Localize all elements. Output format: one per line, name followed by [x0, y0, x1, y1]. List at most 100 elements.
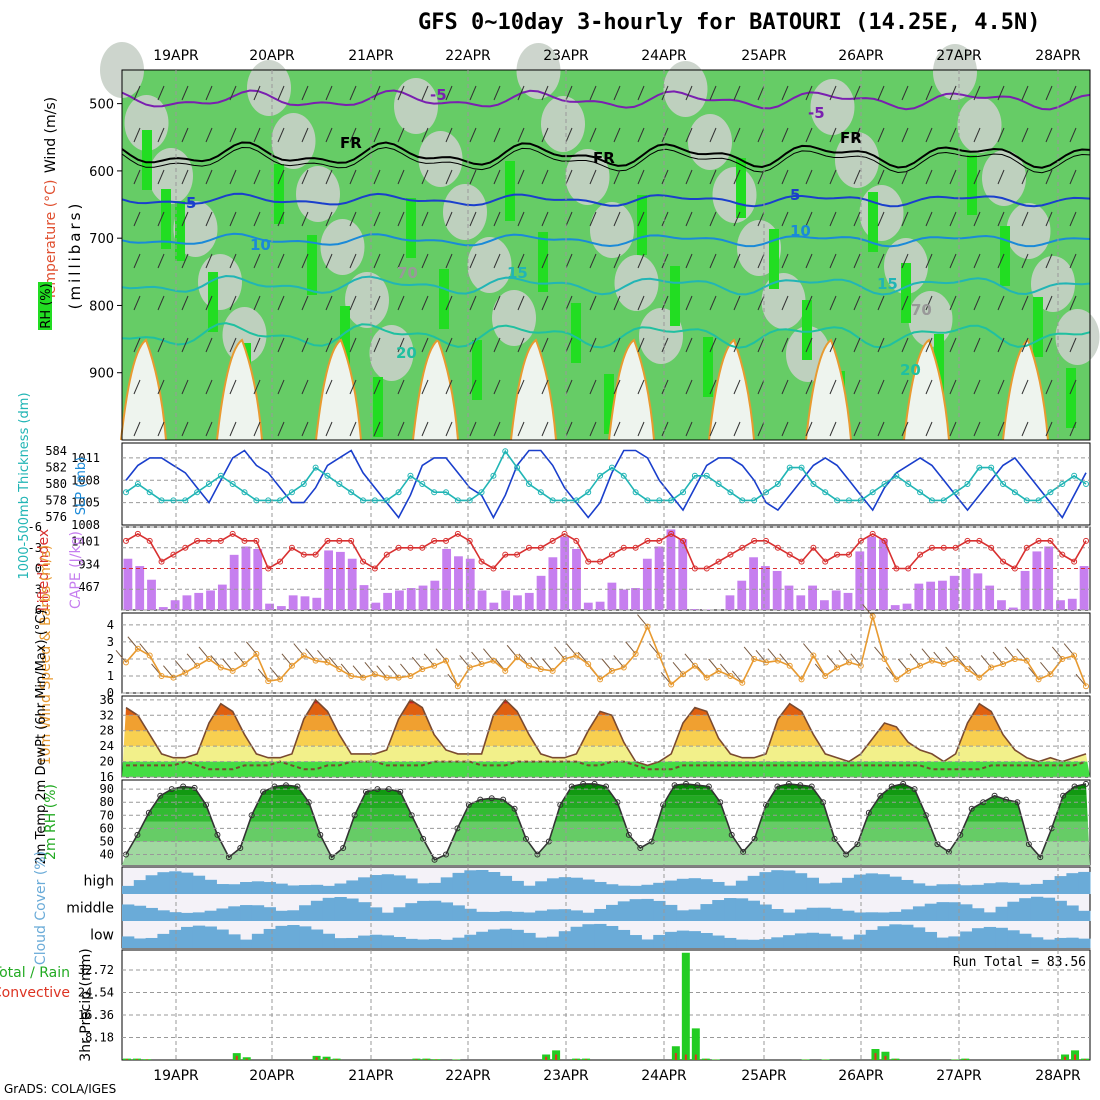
cloud-bar: [405, 903, 418, 921]
cape-bar: [855, 551, 865, 610]
y-tick-label: 576: [45, 510, 67, 524]
wind-barb: [277, 85, 285, 101]
lifted-index-line-point: [905, 565, 912, 572]
wind-barb: [805, 127, 813, 143]
cloud-bar: [358, 935, 371, 948]
wind-barb: [805, 169, 813, 185]
wind-barb: [757, 169, 765, 185]
cloud-bar: [310, 884, 324, 894]
lifted-index-line-point: [715, 558, 722, 565]
wind-barb: [805, 85, 813, 101]
cloud-bar: [181, 912, 194, 921]
dewpoint-line: [126, 760, 1087, 771]
lifted-index-line-point: [585, 558, 592, 565]
lifted-index-line-point: [253, 537, 260, 544]
thickness-line-point: [443, 489, 449, 496]
lifted-index-line-point: [288, 544, 295, 551]
cloud-bar: [310, 929, 324, 948]
thickness-line-point: [905, 481, 912, 487]
wind-barb: [373, 295, 381, 311]
rh-dry-patch: [271, 113, 316, 169]
cloud-bar: [322, 933, 335, 948]
wind-speed-line-point: [360, 674, 367, 681]
wind-barb: [277, 211, 285, 227]
cloud-bar: [358, 902, 371, 921]
wind-barb: [853, 295, 861, 311]
wind-barb: [637, 295, 645, 311]
cloud-bar: [665, 880, 678, 894]
wind-barb: [1069, 85, 1077, 101]
wind-speed-line-point: [490, 657, 497, 664]
wind-barb: [181, 253, 189, 269]
wind-barb: [613, 169, 621, 185]
cloud-bar: [865, 873, 879, 894]
wind-barb: [805, 379, 813, 395]
panel-frame-wind: [121, 612, 1091, 694]
wind-barb: [685, 85, 693, 101]
y-tick-label: 16: [100, 770, 114, 784]
thickness-line-point: [608, 464, 615, 471]
rh-dry-patch: [957, 97, 1002, 153]
cloud-bar: [476, 869, 489, 894]
wind-barb: [829, 211, 837, 227]
wind-barb: [445, 421, 453, 437]
cloud-bar: [983, 912, 997, 921]
rh-line-point: [237, 845, 244, 851]
thickness-line-point: [727, 489, 734, 496]
contour-label: FR: [340, 134, 362, 152]
wind-barb: [973, 337, 981, 353]
wind-barb: [589, 211, 597, 227]
wind-speed-line-point: [668, 681, 675, 688]
lifted-index-line-point: [277, 558, 284, 565]
wind-barb: [901, 211, 909, 227]
cloud-bar: [617, 885, 631, 894]
cloud-bar: [665, 931, 678, 948]
cape-bar: [808, 585, 817, 610]
lifted-index-line-point: [608, 551, 615, 558]
wind-barb: [349, 421, 357, 437]
wind-speed-line-point: [739, 679, 746, 686]
wind-barb: [1045, 379, 1053, 395]
cloud-bar: [535, 937, 548, 948]
cloud-bar: [830, 882, 843, 894]
wind-barb: [301, 421, 309, 437]
wind-barb: [469, 421, 477, 437]
cloud-bar: [334, 883, 347, 894]
thickness-line-point: [751, 497, 758, 504]
wind-barb: [565, 379, 573, 395]
wind-speed-line-point: [1083, 683, 1089, 690]
wind-barb: [277, 253, 285, 269]
wind-barb: [925, 85, 933, 101]
cloud-bar: [688, 878, 701, 894]
cloud-bar: [204, 910, 217, 921]
cloud-bar: [558, 877, 572, 894]
cloud-bar: [157, 872, 170, 894]
cloud-bar: [1007, 930, 1020, 948]
thickness-line-point: [691, 472, 698, 479]
wind-barb: [445, 253, 453, 269]
lifted-index-line-point: [194, 537, 201, 544]
cape-bar: [359, 585, 369, 610]
wind-barb: [157, 85, 165, 101]
cape-bar: [619, 589, 629, 610]
lifted-index-line-point: [680, 537, 687, 544]
cloud-bar: [546, 909, 560, 921]
cloud-bar: [889, 924, 902, 948]
wind-barb: [517, 295, 525, 311]
wind-speed-line-point: [727, 672, 734, 679]
cloud-bar: [1078, 871, 1091, 894]
wind-speed-line-point: [786, 662, 793, 669]
wind-barb: [1069, 379, 1077, 395]
cape-bar: [489, 602, 499, 610]
wind-barb: [1045, 421, 1053, 437]
wind-barb: [229, 211, 237, 227]
cloud-bar: [523, 932, 536, 948]
cape-bar: [595, 601, 605, 610]
wind-barb: [685, 127, 693, 143]
cloud-bar: [960, 904, 973, 921]
cloud-bar: [523, 912, 536, 921]
wind-barb: [829, 253, 837, 269]
wind-barb: [901, 253, 909, 269]
precip-conv-bar: [335, 1059, 338, 1060]
wind-barb: [973, 211, 981, 227]
